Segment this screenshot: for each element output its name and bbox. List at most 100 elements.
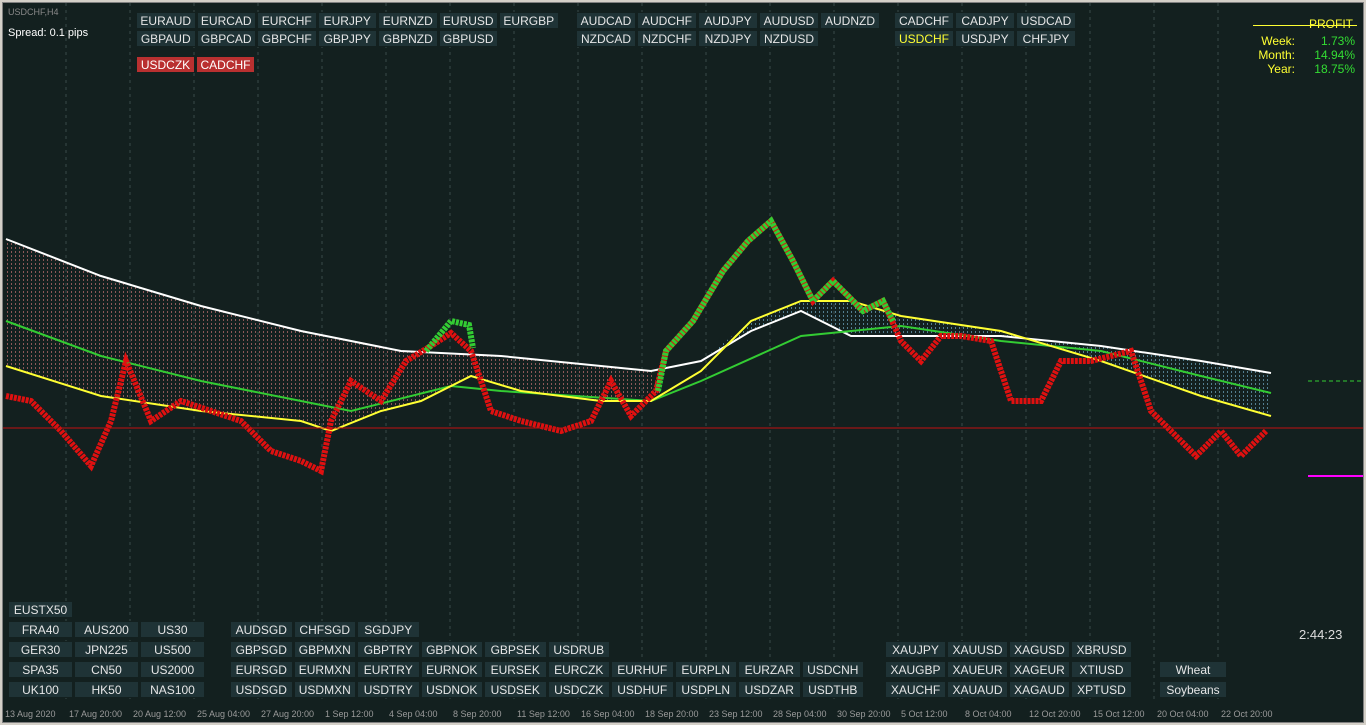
symbol-button[interactable]: EURSEK <box>484 661 547 678</box>
symbol-button[interactable]: FRA40 <box>8 621 73 638</box>
symbol-button[interactable]: XAUUSD <box>947 641 1008 658</box>
symbol-button[interactable]: GBPAUD <box>136 30 196 47</box>
time-label: 16 Sep 04:00 <box>581 709 635 719</box>
symbol-button[interactable]: EURAUD <box>136 12 196 29</box>
symbol-button[interactable]: EURHUF <box>611 661 674 678</box>
symbol-button[interactable]: AUS200 <box>74 621 139 638</box>
symbol-button[interactable]: SPA35 <box>8 661 73 678</box>
symbol-button[interactable]: XAUAUD <box>947 681 1008 698</box>
symbol-button[interactable]: GBPNZD <box>378 30 438 47</box>
time-label: 27 Aug 20:00 <box>261 709 315 719</box>
symbol-button[interactable]: UK100 <box>8 681 73 698</box>
symbol-button[interactable]: GBPSEK <box>484 641 547 658</box>
time-label: 15 Oct 12:00 <box>1093 709 1145 719</box>
symbol-button[interactable]: GBPSGD <box>230 641 293 658</box>
symbol-button[interactable]: XAGAUD <box>1009 681 1070 698</box>
symbol-button[interactable]: EURGBP <box>499 12 559 29</box>
symbol-button[interactable]: NZDCAD <box>576 30 636 47</box>
symbol-button[interactable]: USDCAD <box>1016 12 1076 29</box>
symbol-button[interactable]: XAGEUR <box>1009 661 1070 678</box>
time-label: 20 Aug 12:00 <box>133 709 187 719</box>
symbol-button[interactable]: EURNZD <box>378 12 438 29</box>
symbol-button[interactable]: CADJPY <box>955 12 1015 29</box>
symbol-button[interactable]: USDSGD <box>230 681 293 698</box>
symbol-button[interactable]: GBPJPY <box>317 30 377 47</box>
symbol-button[interactable]: EURPLN <box>674 661 737 678</box>
price-chart <box>3 3 1363 703</box>
symbol-button[interactable]: EURJPY <box>317 12 377 29</box>
symbol-button[interactable]: USDJPY <box>955 30 1015 47</box>
symbol-button[interactable]: GBPCAD <box>196 30 256 47</box>
symbol-button[interactable]: USDCZK <box>547 681 610 698</box>
symbol-button[interactable]: EURUSD <box>438 12 498 29</box>
symbol-button[interactable]: USDRUB <box>547 641 610 658</box>
symbol-button[interactable]: USDMXN <box>293 681 356 698</box>
symbol-button[interactable]: XTIUSD <box>1071 661 1132 678</box>
alert-button[interactable]: USDCZK <box>136 56 195 73</box>
symbol-button[interactable]: XAGUSD <box>1009 641 1070 658</box>
symbol-button[interactable]: USDCNH <box>801 661 864 678</box>
symbol-button[interactable]: USDCHF <box>894 30 954 47</box>
ma-band <box>701 301 1271 416</box>
symbol-button[interactable]: US30 <box>140 621 205 638</box>
symbol-button[interactable]: GBPMXN <box>293 641 356 658</box>
symbol-button[interactable]: NAS100 <box>140 681 205 698</box>
price-bars <box>5 216 1269 476</box>
symbol-button[interactable]: SGDJPY <box>357 621 420 638</box>
symbol-button[interactable]: AUDSGD <box>230 621 293 638</box>
time-label: 20 Oct 04:00 <box>1157 709 1209 719</box>
symbol-button[interactable]: NZDCHF <box>637 30 697 47</box>
symbol-button[interactable]: EURZAR <box>738 661 801 678</box>
symbol-button[interactable]: USDHUF <box>611 681 674 698</box>
symbol-button[interactable]: AUDJPY <box>698 12 758 29</box>
symbol-button[interactable]: AUDUSD <box>759 12 819 29</box>
symbol-button[interactable]: EURSGD <box>230 661 293 678</box>
symbol-button[interactable]: XAUGBP <box>885 661 946 678</box>
symbol-button[interactable]: Wheat <box>1159 661 1227 678</box>
symbol-button[interactable]: GBPNOK <box>420 641 483 658</box>
symbol-button[interactable]: EURCZK <box>547 661 610 678</box>
symbol-button[interactable]: US2000 <box>140 661 205 678</box>
symbol-button[interactable]: EURMXN <box>293 661 356 678</box>
clock: 2:44:23 <box>1299 627 1343 642</box>
symbol-button[interactable]: XAUCHF <box>885 681 946 698</box>
symbol-button[interactable]: NZDUSD <box>759 30 819 47</box>
time-label: 12 Oct 20:00 <box>1029 709 1081 719</box>
symbol-button[interactable]: AUDCHF <box>637 12 697 29</box>
symbol-button[interactable]: GBPCHF <box>257 30 317 47</box>
symbol-button[interactable]: XAUEUR <box>947 661 1008 678</box>
symbol-button[interactable]: US500 <box>140 641 205 658</box>
symbol-button[interactable]: Soybeans <box>1159 681 1227 698</box>
symbol-button[interactable]: AUDNZD <box>820 12 880 29</box>
symbol-button[interactable]: CN50 <box>74 661 139 678</box>
symbol-button[interactable]: XPTUSD <box>1071 681 1132 698</box>
symbol-button[interactable]: USDTRY <box>357 681 420 698</box>
symbol-button[interactable]: EURTRY <box>357 661 420 678</box>
symbol-button[interactable]: XBRUSD <box>1071 641 1132 658</box>
symbol-button[interactable]: USDSEK <box>484 681 547 698</box>
symbol-button[interactable]: EURNOK <box>420 661 483 678</box>
symbol-button[interactable]: USDPLN <box>674 681 737 698</box>
symbol-button[interactable]: USDNOK <box>420 681 483 698</box>
symbol-button[interactable]: CADCHF <box>894 12 954 29</box>
symbol-button[interactable]: CHFSGD <box>293 621 356 638</box>
symbol-button[interactable]: EUSTX50 <box>8 601 73 618</box>
time-label: 8 Oct 04:00 <box>965 709 1012 719</box>
symbol-button[interactable]: GBPUSD <box>438 30 498 47</box>
symbol-button[interactable]: JPN225 <box>74 641 139 658</box>
symbol-button[interactable]: USDTHB <box>801 681 864 698</box>
symbol-button[interactable]: NZDJPY <box>698 30 758 47</box>
symbol-button[interactable]: EURCHF <box>257 12 317 29</box>
symbol-button[interactable]: GER30 <box>8 641 73 658</box>
symbol-button[interactable]: USDZAR <box>738 681 801 698</box>
alert-button[interactable]: CADCHF <box>196 56 255 73</box>
time-label: 8 Sep 20:00 <box>453 709 502 719</box>
symbol-button[interactable]: HK50 <box>74 681 139 698</box>
symbol-button[interactable]: CHFJPY <box>1016 30 1076 47</box>
symbol-button[interactable]: GBPTRY <box>357 641 420 658</box>
symbol-button[interactable]: XAUJPY <box>885 641 946 658</box>
time-label: 1 Sep 12:00 <box>325 709 374 719</box>
symbol-button[interactable]: EURCAD <box>196 12 256 29</box>
symbol-label: USDCHF,H4 <box>8 7 59 17</box>
symbol-button[interactable]: AUDCAD <box>576 12 636 29</box>
